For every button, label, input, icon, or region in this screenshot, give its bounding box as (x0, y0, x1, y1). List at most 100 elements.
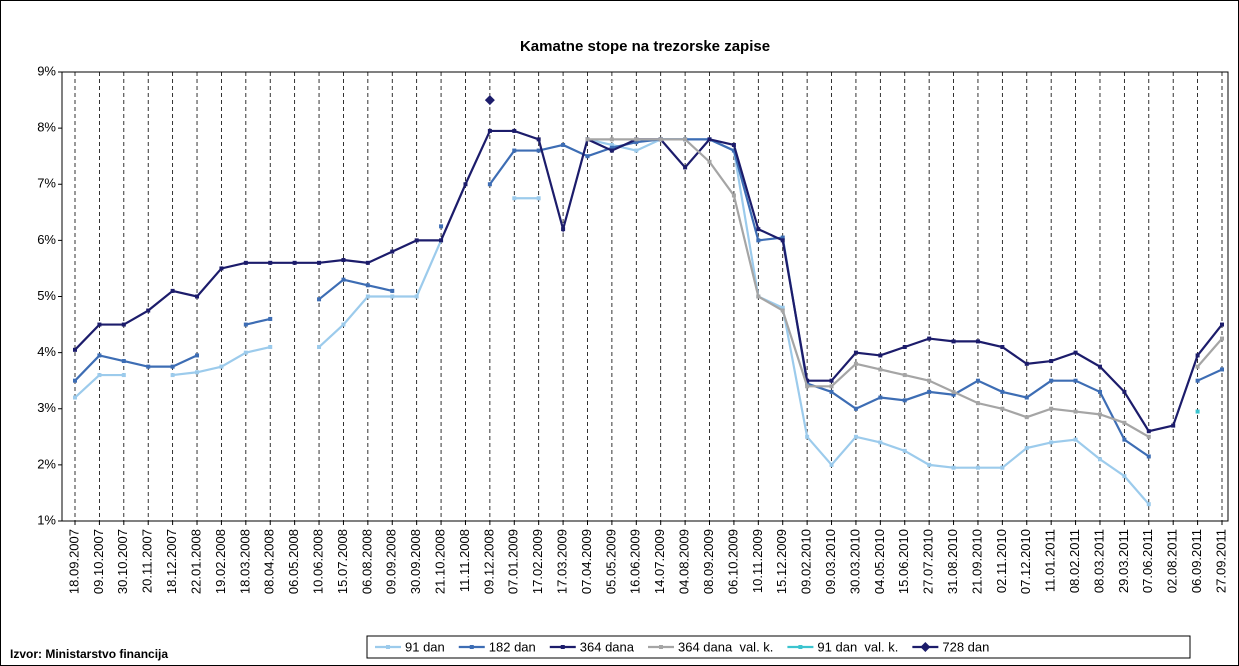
point (1073, 437, 1078, 442)
point (1146, 502, 1151, 507)
point (1000, 465, 1005, 470)
point (536, 196, 541, 201)
point (512, 148, 517, 153)
point (927, 389, 932, 394)
x-tick-label: 22.01.2008 (188, 529, 203, 594)
point (1146, 429, 1151, 434)
point (243, 260, 248, 265)
x-tick-label: 30.03.2010 (847, 529, 862, 594)
point (683, 165, 688, 170)
y-tick-label: 1% (37, 512, 56, 527)
point (878, 395, 883, 400)
point (170, 373, 175, 378)
point (1049, 359, 1054, 364)
x-tick-label: 17.03.2009 (555, 529, 570, 594)
legend-marker (920, 642, 931, 652)
point (1195, 378, 1200, 383)
chart-title: Kamatne stope na trezorske zapise (520, 38, 770, 55)
point (707, 159, 712, 164)
point (853, 434, 858, 439)
legend-label: 91 dan val. k. (817, 639, 898, 654)
legend-box (366, 635, 1191, 659)
point (1122, 437, 1127, 442)
point (1024, 361, 1029, 366)
x-tick-label: 08.03.2011 (1091, 529, 1106, 593)
point (268, 316, 273, 321)
point (609, 145, 614, 150)
point (195, 353, 200, 358)
point (365, 283, 370, 288)
point (365, 294, 370, 299)
point (1000, 389, 1005, 394)
point (390, 294, 395, 299)
point (634, 148, 639, 153)
legend-marker (798, 645, 803, 649)
point (975, 339, 980, 344)
point (927, 462, 932, 467)
x-tick-label: 15.07.2008 (335, 529, 350, 594)
point (365, 260, 370, 265)
x-tick-label: 09.02.2010 (799, 529, 814, 594)
x-tick-label: 09.12.2008 (481, 529, 496, 594)
x-tick-label: 06.08.2008 (359, 529, 374, 594)
point (609, 148, 614, 153)
point (1024, 446, 1029, 451)
point (707, 137, 712, 142)
point (390, 288, 395, 293)
point (975, 401, 980, 406)
series-line (587, 138, 1223, 438)
point (1220, 367, 1224, 372)
point (1122, 420, 1127, 425)
point (1146, 434, 1151, 439)
x-tick-label: 07.12.2010 (1018, 529, 1033, 594)
point (951, 389, 956, 394)
x-tick-label: 07.04.2009 (579, 529, 594, 594)
point (243, 350, 248, 355)
point (829, 384, 834, 389)
legend-label: 91 dan (405, 639, 445, 654)
x-tick-label: 15.06.2010 (896, 529, 911, 594)
point (902, 398, 907, 403)
legend-marker (469, 645, 474, 649)
point (878, 353, 883, 358)
x-tick-label: 09.03.2010 (823, 529, 838, 594)
y-tick-label: 7% (37, 176, 56, 191)
point (1122, 474, 1127, 479)
x-tick-label: 06.05.2008 (286, 529, 301, 594)
point (951, 392, 956, 397)
y-tick-label: 6% (37, 232, 56, 247)
point (536, 137, 541, 142)
x-tick-label: 11.11.2008 (457, 529, 472, 592)
x-tick-label: 21.10.2008 (433, 529, 448, 594)
x-tick-label: 07.06.2011 (1140, 529, 1155, 593)
x-tick-label: 15.12.2009 (774, 529, 789, 594)
point (853, 350, 858, 355)
x-tick-label: 06.09.2011 (1189, 529, 1204, 593)
x-tick-label: 21.09.2010 (969, 529, 984, 594)
point (853, 361, 858, 366)
point (1097, 389, 1102, 394)
point (268, 345, 273, 350)
x-tick-label: 10.11.2009 (750, 529, 765, 593)
point (1073, 350, 1078, 355)
point (731, 142, 736, 147)
x-tick-label: 07.01.2009 (506, 529, 521, 594)
point (609, 142, 614, 147)
x-tick-label: 30.10.2007 (115, 529, 130, 594)
y-tick-label: 3% (37, 400, 56, 415)
point (317, 345, 322, 350)
point (536, 148, 541, 153)
point (341, 322, 346, 327)
point (1146, 454, 1151, 459)
point (1073, 378, 1078, 383)
point (73, 395, 77, 400)
x-tick-label: 30.09.2008 (408, 529, 423, 594)
x-tick-label: 05.05.2009 (603, 529, 618, 594)
point (902, 373, 907, 378)
x-tick-label: 10.06.2008 (310, 529, 325, 594)
point (414, 238, 419, 243)
point (219, 266, 224, 271)
point (1097, 412, 1102, 417)
